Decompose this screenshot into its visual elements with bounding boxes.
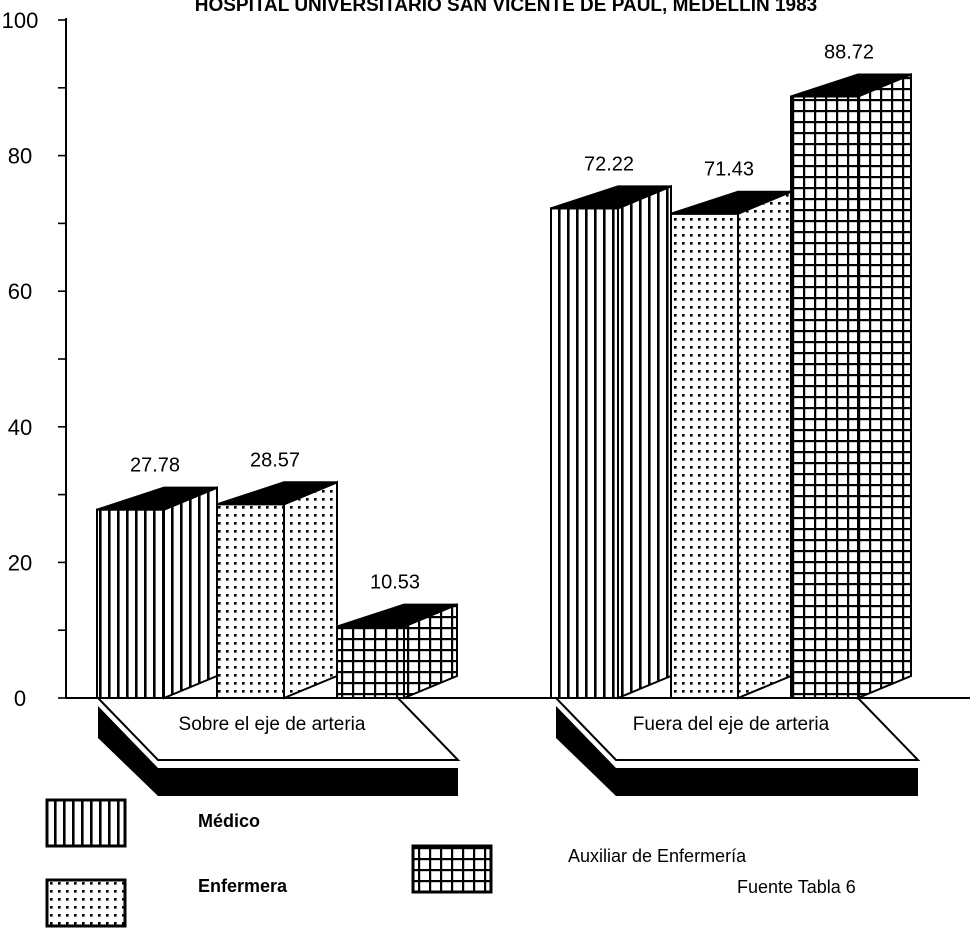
legend-label: Enfermera bbox=[198, 876, 288, 896]
platform-top bbox=[553, 697, 921, 761]
bar-front bbox=[550, 207, 619, 699]
bar-top bbox=[336, 603, 458, 628]
category-platform: Sobre el eje de arteria bbox=[95, 697, 461, 796]
bar bbox=[790, 72, 912, 700]
y-tick-label: 40 bbox=[8, 415, 32, 440]
bar-side bbox=[163, 486, 218, 700]
category-label: Sobre el eje de arteria bbox=[179, 714, 366, 735]
source-note: Fuente Tabla 6 bbox=[737, 877, 856, 897]
bar-value-label: 27.78 bbox=[130, 455, 180, 477]
bar-side bbox=[737, 190, 792, 700]
bar-side bbox=[283, 480, 338, 700]
bar-front bbox=[96, 508, 165, 699]
platform-shadow bbox=[98, 706, 458, 796]
legend-swatch bbox=[45, 798, 127, 848]
platform-top bbox=[95, 697, 461, 761]
y-tick-label: 80 bbox=[8, 144, 32, 169]
y-tick-label: 60 bbox=[8, 279, 32, 304]
y-tick-label: 0 bbox=[14, 686, 26, 711]
bar bbox=[96, 486, 218, 700]
bar-top bbox=[216, 481, 338, 506]
bar-side bbox=[857, 72, 912, 700]
bar bbox=[336, 603, 458, 700]
legend-item: Enfermera bbox=[45, 876, 288, 928]
bar-front bbox=[216, 503, 285, 699]
category-platforms: Sobre el eje de arteria Fuera del eje de … bbox=[95, 697, 921, 796]
bar-value-label: 88.72 bbox=[824, 41, 874, 63]
legend-swatch bbox=[45, 878, 127, 928]
bar bbox=[216, 480, 338, 700]
bar-top bbox=[790, 73, 912, 98]
bar bbox=[670, 190, 792, 700]
bar-value-label: 72.22 bbox=[584, 153, 634, 175]
legend-item: Médico bbox=[45, 798, 260, 848]
bar-top bbox=[96, 486, 218, 511]
legend-item: Auxiliar de Enfermería bbox=[411, 844, 747, 894]
chart-title: HOSPITAL UNIVERSITARIO SAN VICENTE DE PA… bbox=[195, 0, 818, 16]
bar bbox=[550, 184, 672, 700]
bar-front bbox=[670, 212, 739, 699]
value-labels: 27.78 28.57 10.53 72.22 71.43 88.72 bbox=[130, 41, 874, 593]
legend: Médico Enfermera Auxiliar de Enfermería bbox=[45, 798, 747, 928]
bar-front bbox=[336, 625, 405, 699]
category-platform: Fuera del eje de arteria bbox=[553, 697, 921, 796]
y-tick-label: 100 bbox=[2, 8, 39, 33]
platform-shadow bbox=[556, 706, 918, 796]
bar-front bbox=[790, 95, 859, 699]
bar-value-label: 28.57 bbox=[250, 449, 300, 471]
y-tick-label: 20 bbox=[8, 550, 32, 575]
bar-top bbox=[550, 185, 672, 210]
bar-value-label: 71.43 bbox=[704, 159, 754, 181]
legend-swatch bbox=[411, 844, 493, 894]
bars bbox=[96, 72, 912, 700]
legend-label: Médico bbox=[198, 811, 260, 831]
category-label: Fuera del eje de arteria bbox=[633, 714, 830, 735]
legend-label: Auxiliar de Enfermería bbox=[568, 846, 747, 866]
bar-side bbox=[617, 184, 672, 700]
bar-value-label: 10.53 bbox=[370, 572, 420, 594]
